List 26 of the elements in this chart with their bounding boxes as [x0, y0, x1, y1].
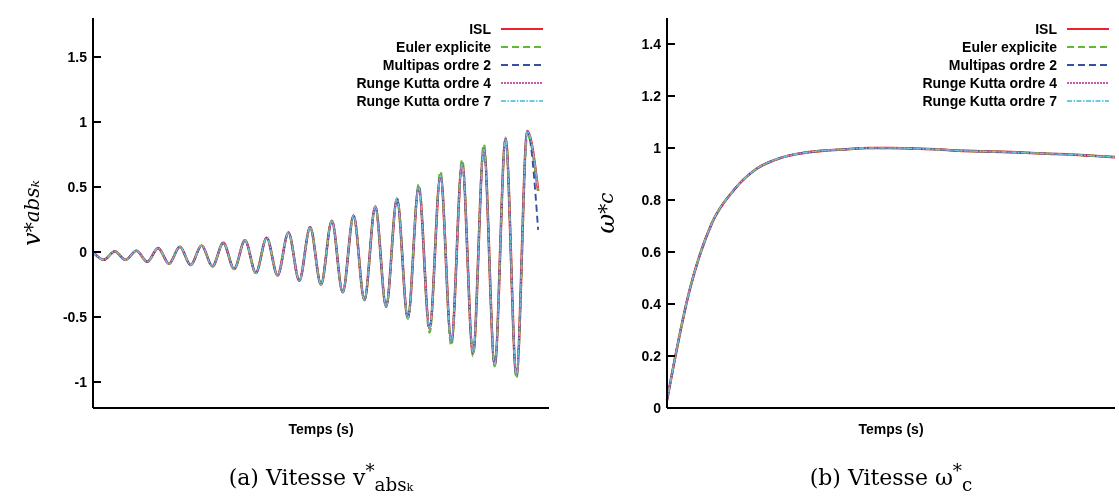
y-tick-label: 0.8	[641, 191, 662, 208]
x-axis-title: Temps (s)	[288, 421, 354, 437]
y-tick-label: -0.5	[62, 308, 88, 325]
y-tick-label: 0.6	[641, 243, 662, 260]
y-tick-label: 1.4	[641, 35, 662, 52]
legend-label: Runge Kutta ordre 4	[922, 75, 1057, 91]
y-tick-label: 1.2	[641, 87, 662, 104]
legend-label: ISL	[1035, 21, 1057, 37]
legend-label: Euler explicite	[396, 39, 491, 55]
y-tick-label: 0.5	[67, 178, 88, 195]
legend-label: Runge Kutta ordre 4	[356, 75, 491, 91]
y-tick-label: 1	[653, 139, 662, 156]
y-tick-label: 1.5	[67, 48, 88, 65]
y-tick-label: 0	[79, 243, 88, 260]
y-tick-label: 0	[653, 399, 662, 416]
legend-label: Multipas ordre 2	[382, 57, 491, 73]
legend-label: Multipas ordre 2	[948, 57, 1057, 73]
y-tick-label: -1	[74, 373, 88, 390]
y-tick-label: 0.4	[641, 295, 662, 312]
legend-label: Euler explicite	[962, 39, 1057, 55]
y-tick-label: 0.2	[641, 347, 662, 364]
x-axis-title: Temps (s)	[858, 421, 924, 437]
y-tick-label: 1	[79, 113, 88, 130]
legend-label: ISL	[469, 21, 491, 37]
legend-label: Runge Kutta ordre 7	[356, 93, 491, 109]
legend-label: Runge Kutta ordre 7	[922, 93, 1057, 109]
